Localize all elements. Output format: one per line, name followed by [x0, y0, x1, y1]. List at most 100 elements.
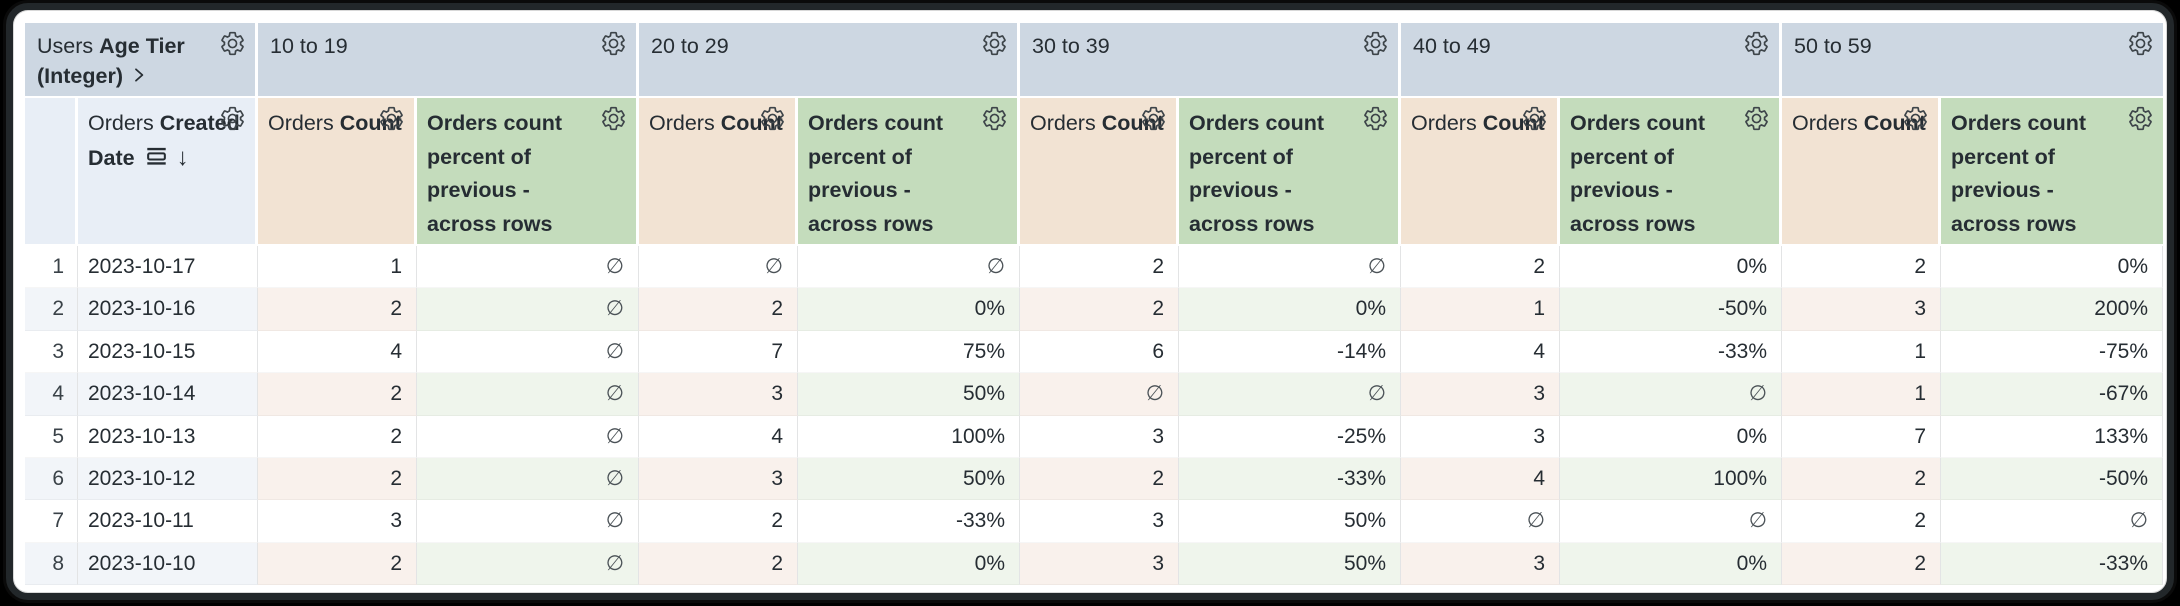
count-value-cell[interactable]: 1: [1782, 330, 1941, 374]
gear-icon[interactable]: [600, 105, 627, 132]
percent-value-cell[interactable]: 100%: [798, 415, 1020, 458]
percent-value-cell[interactable]: -33%: [1179, 457, 1401, 501]
date-cell[interactable]: 2023-10-17: [78, 246, 258, 289]
gear-icon[interactable]: [981, 105, 1008, 132]
count-value-cell[interactable]: 3: [258, 500, 417, 543]
date-cell[interactable]: 2023-10-12: [78, 457, 258, 501]
gear-icon[interactable]: [759, 105, 786, 132]
count-value-cell[interactable]: 4: [1401, 457, 1560, 501]
count-value-cell[interactable]: 2: [258, 373, 417, 416]
sort-descending-icon[interactable]: ↓: [176, 143, 189, 171]
date-cell[interactable]: 2023-10-14: [78, 373, 258, 416]
percent-value-cell[interactable]: ∅: [417, 330, 639, 374]
count-value-cell[interactable]: 2: [1020, 288, 1179, 331]
count-value-cell[interactable]: 3: [1401, 542, 1560, 586]
count-value-cell[interactable]: 6: [1020, 330, 1179, 374]
count-value-cell[interactable]: 3: [1782, 288, 1941, 331]
percent-value-cell[interactable]: 100%: [1560, 457, 1782, 501]
percent-value-cell[interactable]: ∅: [417, 373, 639, 416]
count-measure-header[interactable]: Orders Count: [1020, 98, 1179, 246]
percent-value-cell[interactable]: ∅: [417, 246, 639, 289]
percent-value-cell[interactable]: 200%: [1941, 288, 2163, 331]
percent-value-cell[interactable]: ∅: [417, 457, 639, 501]
count-value-cell[interactable]: ∅: [1401, 500, 1560, 543]
gear-icon[interactable]: [1521, 105, 1548, 132]
count-value-cell[interactable]: 2: [1020, 457, 1179, 501]
gear-icon[interactable]: [219, 105, 246, 132]
count-value-cell[interactable]: 3: [639, 373, 798, 416]
percent-value-cell[interactable]: 0%: [798, 288, 1020, 331]
percent-value-cell[interactable]: -33%: [1941, 542, 2163, 586]
gear-icon[interactable]: [1362, 105, 1389, 132]
pivot-value-header[interactable]: 20 to 29: [639, 23, 1020, 98]
percent-value-cell[interactable]: ∅: [1179, 246, 1401, 289]
pivot-value-header[interactable]: 10 to 19: [258, 23, 639, 98]
count-value-cell[interactable]: 2: [639, 500, 798, 543]
percent-value-cell[interactable]: -25%: [1179, 415, 1401, 458]
percent-value-cell[interactable]: ∅: [798, 246, 1020, 289]
count-value-cell[interactable]: ∅: [1020, 373, 1179, 416]
date-cell[interactable]: 2023-10-15: [78, 330, 258, 374]
percent-value-cell[interactable]: ∅: [1941, 500, 2163, 543]
percent-calc-header[interactable]: Orders count percent of previous - acros…: [1179, 98, 1401, 246]
count-value-cell[interactable]: 7: [1782, 415, 1941, 458]
percent-value-cell[interactable]: 50%: [1179, 500, 1401, 543]
date-cell[interactable]: 2023-10-10: [78, 542, 258, 586]
count-measure-header[interactable]: Orders Count: [639, 98, 798, 246]
count-value-cell[interactable]: 2: [258, 542, 417, 586]
gear-icon[interactable]: [1902, 105, 1929, 132]
count-value-cell[interactable]: 3: [1020, 542, 1179, 586]
count-value-cell[interactable]: 4: [1401, 330, 1560, 374]
count-value-cell[interactable]: 2: [1782, 457, 1941, 501]
count-value-cell[interactable]: 3: [1401, 415, 1560, 458]
percent-value-cell[interactable]: ∅: [417, 500, 639, 543]
count-value-cell[interactable]: 3: [1020, 415, 1179, 458]
gear-icon[interactable]: [1743, 30, 1770, 57]
percent-value-cell[interactable]: 133%: [1941, 415, 2163, 458]
count-value-cell[interactable]: 2: [1020, 246, 1179, 289]
percent-calc-header[interactable]: Orders count percent of previous - acros…: [417, 98, 639, 246]
count-value-cell[interactable]: 2: [258, 288, 417, 331]
percent-value-cell[interactable]: 50%: [798, 457, 1020, 501]
count-value-cell[interactable]: 2: [258, 415, 417, 458]
gear-icon[interactable]: [1140, 105, 1167, 132]
pivot-value-header[interactable]: 40 to 49: [1401, 23, 1782, 98]
count-value-cell[interactable]: 2: [1782, 246, 1941, 289]
count-value-cell[interactable]: 2: [1401, 246, 1560, 289]
percent-value-cell[interactable]: ∅: [417, 542, 639, 586]
count-value-cell[interactable]: 2: [639, 288, 798, 331]
count-value-cell[interactable]: 2: [1782, 542, 1941, 586]
calendar-view-day-icon[interactable]: [143, 143, 170, 180]
percent-value-cell[interactable]: -14%: [1179, 330, 1401, 374]
count-measure-header[interactable]: Orders Count: [1401, 98, 1560, 246]
percent-value-cell[interactable]: 0%: [1179, 288, 1401, 331]
percent-value-cell[interactable]: ∅: [417, 415, 639, 458]
gear-icon[interactable]: [2127, 30, 2154, 57]
pivot-value-header[interactable]: 50 to 59: [1782, 23, 2163, 98]
pivot-value-header[interactable]: 30 to 39: [1020, 23, 1401, 98]
count-value-cell[interactable]: 3: [1020, 500, 1179, 543]
percent-value-cell[interactable]: -67%: [1941, 373, 2163, 416]
count-value-cell[interactable]: 1: [258, 246, 417, 289]
pivot-field-header[interactable]: Users Age Tier (Integer): [25, 23, 258, 98]
percent-value-cell[interactable]: -50%: [1941, 457, 2163, 501]
percent-value-cell[interactable]: -33%: [1560, 330, 1782, 374]
count-value-cell[interactable]: 2: [258, 457, 417, 501]
gear-icon[interactable]: [378, 105, 405, 132]
percent-value-cell[interactable]: -33%: [798, 500, 1020, 543]
chevron-right-icon[interactable]: [130, 63, 148, 95]
percent-value-cell[interactable]: ∅: [1179, 373, 1401, 416]
percent-value-cell[interactable]: 50%: [1179, 542, 1401, 586]
percent-calc-header[interactable]: Orders count percent of previous - acros…: [798, 98, 1020, 246]
count-value-cell[interactable]: 3: [639, 457, 798, 501]
count-value-cell[interactable]: 4: [639, 415, 798, 458]
percent-calc-header[interactable]: Orders count percent of previous - acros…: [1941, 98, 2163, 246]
percent-value-cell[interactable]: ∅: [1560, 500, 1782, 543]
percent-value-cell[interactable]: 0%: [1560, 542, 1782, 586]
count-value-cell[interactable]: 1: [1782, 373, 1941, 416]
count-value-cell[interactable]: ∅: [639, 246, 798, 289]
percent-value-cell[interactable]: -50%: [1560, 288, 1782, 331]
count-value-cell[interactable]: 3: [1401, 373, 1560, 416]
count-value-cell[interactable]: 4: [258, 330, 417, 374]
count-value-cell[interactable]: 2: [1782, 500, 1941, 543]
